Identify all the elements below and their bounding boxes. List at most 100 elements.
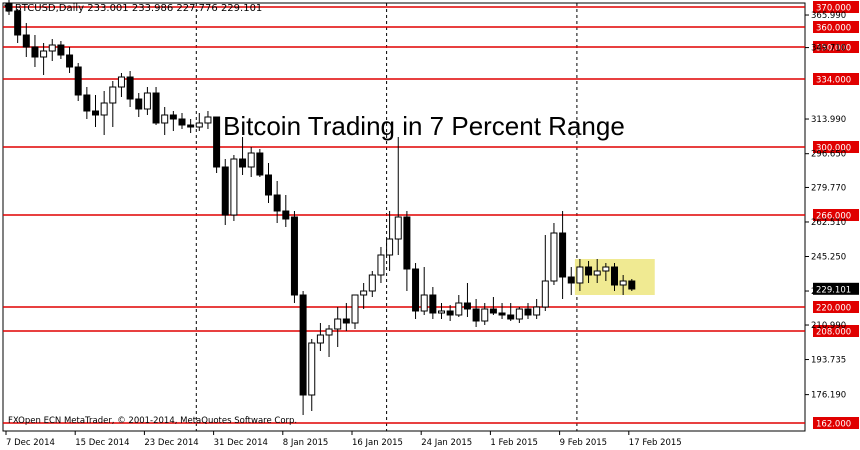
- header-arrow-icon[interactable]: ▼: [4, 3, 12, 14]
- bullish-candle-body: [377, 254, 385, 276]
- bullish-candle-body: [420, 294, 428, 312]
- x-tick-label: 15 Dec 2014: [75, 438, 129, 448]
- chart-title: Bitcoin Trading in 7 Percent Range: [223, 111, 625, 141]
- bullish-candle-body: [386, 238, 394, 256]
- bullish-candle-body: [515, 308, 523, 320]
- bearish-candle-body: [342, 318, 350, 324]
- level-price-tag: [813, 41, 859, 53]
- x-tick-label: 17 Feb 2015: [629, 438, 682, 448]
- bearish-candle-body: [66, 54, 74, 68]
- bearish-candle-body: [126, 76, 134, 100]
- level-price-tag: [813, 417, 859, 429]
- level-price-label: 300.000: [816, 144, 851, 154]
- level-price-tag: [813, 209, 859, 221]
- bullish-candle-body: [619, 280, 627, 286]
- axes: 365.990 349.710 313.990 296.650 279.770 262.5…: [5, 11, 859, 448]
- bearish-candle-body: [273, 194, 281, 212]
- bearish-candle-body: [83, 94, 91, 112]
- x-tick-label: 23 Dec 2014: [144, 438, 198, 448]
- bullish-candle-body: [533, 306, 541, 316]
- x-tick-label: 24 Jan 2015: [421, 438, 472, 448]
- bearish-candle-body: [221, 166, 229, 216]
- level-price-tag: [813, 73, 859, 85]
- bullish-candle-body: [334, 318, 342, 330]
- high-value: 233.986: [131, 3, 174, 14]
- x-tick-label: 9 Feb 2015: [560, 438, 608, 448]
- open-value: 233.001: [87, 3, 129, 14]
- bearish-candle-body: [187, 124, 195, 128]
- close-value: 229.101: [220, 3, 263, 14]
- bearish-candle-body: [31, 46, 39, 58]
- bearish-candle-body: [463, 302, 471, 310]
- bearish-candle-body: [472, 308, 480, 322]
- level-price-label: 266.000: [816, 212, 851, 222]
- level-price-label: 360.000: [816, 24, 851, 34]
- current-price-label: 229.101: [816, 285, 851, 295]
- bearish-candle-body: [446, 310, 454, 316]
- low-value: 227.776: [176, 3, 218, 14]
- level-price-label: 220.000: [816, 304, 851, 314]
- level-price-tag: [813, 325, 859, 337]
- candles: [5, 0, 636, 415]
- bullish-candle-body: [481, 308, 489, 322]
- bullish-candle-body: [195, 122, 203, 128]
- bearish-candle-body: [57, 44, 65, 56]
- y-tick-label: 279.770: [811, 183, 846, 193]
- bearish-candle-body: [429, 294, 437, 314]
- bearish-candle-body: [498, 312, 506, 316]
- bullish-candle-body: [325, 328, 333, 336]
- level-price-tag: [813, 141, 859, 153]
- bullish-candle-body: [541, 280, 549, 308]
- copyright-text: FXOpen ECN MetaTrader, © 2001-2014, Meta…: [8, 416, 298, 426]
- bearish-candle-body: [412, 268, 420, 312]
- bearish-candle-body: [213, 116, 221, 168]
- y-tick-label: 313.990: [811, 115, 846, 125]
- y-tick-label: 365.990: [811, 11, 846, 21]
- bullish-candle-body: [308, 342, 316, 396]
- y-tick-label: 245.250: [811, 253, 846, 263]
- bullish-candle-body: [394, 216, 402, 240]
- bullish-candle-body: [204, 116, 212, 124]
- bearish-candle-body: [559, 232, 567, 278]
- bearish-candle-body: [489, 308, 497, 314]
- bearish-candle-body: [22, 34, 30, 48]
- bullish-candle-body: [351, 294, 359, 324]
- y-tick-label: 262.510: [811, 218, 846, 228]
- bearish-candle-body: [290, 216, 298, 296]
- bullish-candle-body: [576, 266, 584, 284]
- x-tick-label: 31 Dec 2014: [214, 438, 268, 448]
- y-tick-label: 176.190: [811, 391, 846, 401]
- y-tick-label: 193.735: [811, 356, 846, 366]
- level-price-label: 208.000: [816, 328, 851, 338]
- x-tick-label: 1 Feb 2015: [490, 438, 538, 448]
- bearish-candle-body: [92, 110, 99, 116]
- bearish-candle-body: [403, 216, 411, 270]
- bearish-candle-body: [524, 308, 532, 316]
- bearish-candle-body: [585, 266, 593, 276]
- x-tick-label: 7 Dec 2014: [6, 438, 55, 448]
- bearish-candle-body: [611, 266, 618, 286]
- bearish-candle-body: [282, 210, 290, 220]
- bullish-candle-body: [48, 44, 56, 52]
- level-price-tag: [813, 21, 859, 33]
- bullish-candle-body: [40, 50, 48, 58]
- bearish-candle-body: [74, 66, 82, 96]
- y-tick-label: 296.650: [811, 150, 846, 160]
- bullish-candle-body: [100, 102, 108, 116]
- bullish-candle-body: [247, 152, 255, 168]
- bearish-candle-body: [507, 314, 515, 320]
- level-price-label: 350.000: [816, 44, 851, 54]
- bearish-candle-body: [567, 276, 575, 284]
- bearish-candle-body: [152, 92, 160, 124]
- bullish-candle-body: [230, 158, 238, 216]
- grid-layer: [195, 3, 578, 431]
- y-tick-label: 210.990: [811, 321, 846, 331]
- bullish-candle-body: [143, 92, 151, 110]
- level-price-label: 162.000: [816, 420, 851, 430]
- bullish-candle-body: [593, 270, 601, 276]
- bullish-candle-body: [438, 310, 445, 314]
- bearish-candle-body: [299, 294, 307, 396]
- bullish-candle-body: [360, 290, 368, 296]
- bullish-candle-body: [550, 232, 558, 282]
